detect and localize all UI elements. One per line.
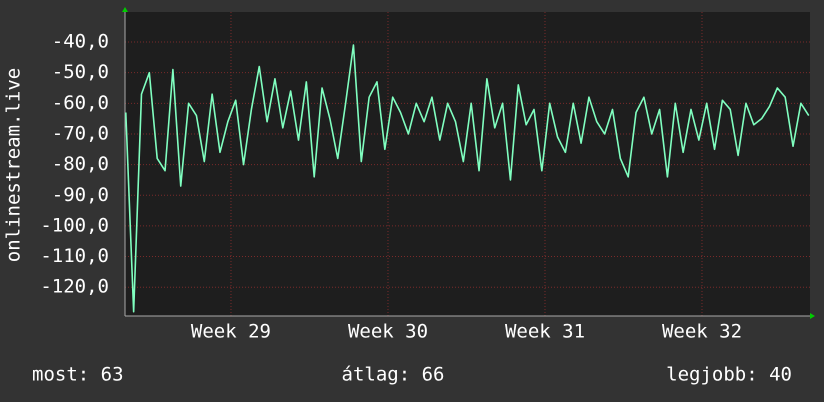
y-tick-label: -110,0	[40, 245, 109, 267]
stat-best: legjobb: 40	[666, 364, 792, 386]
stat-current: most: 63	[32, 364, 124, 386]
y-tick-label: -90,0	[52, 184, 109, 206]
y-axis-label: onlinestream.live	[3, 68, 25, 262]
x-tick-label: Week 31	[505, 321, 585, 343]
stat-average: átlag: 66	[342, 364, 445, 386]
x-tick-label: Week 29	[191, 321, 271, 343]
y-axis-arrow	[122, 7, 128, 12]
y-tick-label: -120,0	[40, 276, 109, 298]
y-tick-label: -100,0	[40, 214, 109, 236]
y-tick-label: -50,0	[52, 61, 109, 83]
y-tick-label: -40,0	[52, 31, 109, 53]
x-axis-arrow	[810, 313, 815, 319]
y-tick-label: -70,0	[52, 122, 109, 144]
y-tick-label: -80,0	[52, 153, 109, 175]
y-tick-label: -60,0	[52, 92, 109, 114]
data-line	[124, 44, 810, 313]
x-tick-label: Week 30	[348, 321, 428, 343]
plot-area	[125, 12, 810, 316]
x-tick-label: Week 32	[662, 321, 742, 343]
